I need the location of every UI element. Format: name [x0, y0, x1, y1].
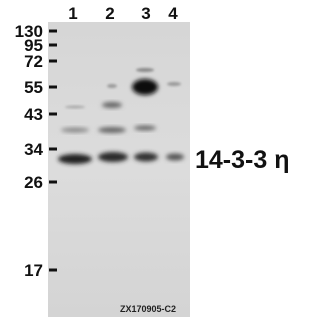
marker-label: 34 [24, 140, 43, 159]
lane-label: 4 [168, 4, 178, 23]
membrane [48, 22, 190, 317]
marker-label: 72 [24, 52, 43, 71]
sample-code: ZX170905-C2 [120, 304, 176, 314]
marker-label: 17 [24, 261, 43, 280]
lane-label: 2 [105, 4, 114, 23]
marker-label: 55 [24, 78, 43, 97]
lane-label: 1 [68, 4, 77, 23]
marker-label: 26 [24, 173, 43, 192]
blot-figure: 1 2 3 4 130 95 72 55 43 34 26 17 14-3-3 … [0, 0, 318, 317]
marker-label: 43 [24, 105, 43, 124]
protein-label: 14-3-3 η [195, 146, 289, 174]
lane-label: 3 [141, 4, 150, 23]
